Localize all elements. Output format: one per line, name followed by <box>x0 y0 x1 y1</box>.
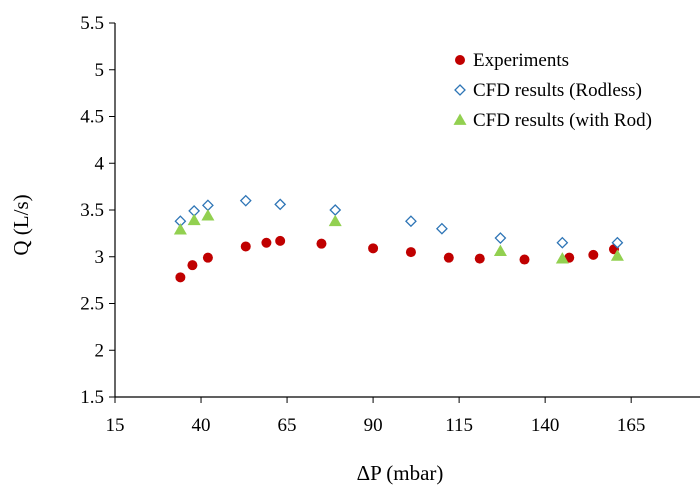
data-point <box>329 204 342 216</box>
legend-label: Experiments <box>473 50 569 71</box>
data-point <box>474 253 485 264</box>
data-point <box>368 243 379 254</box>
series-diamond <box>174 194 624 249</box>
data-point <box>555 252 569 264</box>
y-tick-label: 3.5 <box>80 200 104 221</box>
x-tick-label: 165 <box>617 415 646 436</box>
data-point <box>328 214 342 227</box>
legend-marker <box>454 84 466 96</box>
x-tick-label: 115 <box>445 415 473 436</box>
data-points <box>173 194 624 283</box>
data-point <box>556 236 569 249</box>
data-point <box>239 194 252 207</box>
x-tick-label: 65 <box>278 415 297 436</box>
y-tick-label: 1.5 <box>80 387 104 408</box>
data-point <box>187 260 198 271</box>
data-point <box>443 252 454 263</box>
data-point <box>187 213 201 226</box>
data-point <box>201 199 214 212</box>
data-point <box>611 236 624 249</box>
y-axis-ticks: 1.5 2 2.5 3 3.5 4 4.5 5 5.5 <box>80 13 115 408</box>
data-point <box>588 249 599 260</box>
data-point <box>316 238 327 249</box>
data-point <box>405 215 417 228</box>
data-point <box>519 254 530 265</box>
data-point <box>494 232 507 244</box>
legend-label: CFD results (with Rod) <box>473 110 652 131</box>
y-tick-label: 4 <box>95 153 105 174</box>
y-tick-label: 5.5 <box>80 13 104 34</box>
y-tick-label: 4.5 <box>80 107 104 128</box>
data-point <box>175 272 186 283</box>
y-axis-title: Q (L/s) <box>9 194 33 255</box>
data-point <box>202 252 213 263</box>
data-point <box>173 223 187 235</box>
data-point <box>240 241 251 252</box>
data-point <box>610 249 624 261</box>
series-circle <box>175 235 619 283</box>
data-point <box>493 244 507 257</box>
data-point <box>261 237 272 248</box>
x-axis-title: ΔP (mbar) <box>357 461 444 485</box>
data-point <box>435 222 448 235</box>
legend-label: CFD results (Rodless) <box>473 80 642 101</box>
x-tick-label: 15 <box>106 415 125 436</box>
x-tick-label: 40 <box>192 415 211 436</box>
y-tick-label: 2.5 <box>80 294 104 315</box>
series-triangle <box>173 209 624 264</box>
x-axis-ticks: 15 40 65 90 115 140 165 <box>106 397 646 436</box>
x-tick-label: 140 <box>531 415 560 436</box>
data-point <box>274 198 287 211</box>
legend-marker <box>453 113 467 125</box>
y-tick-label: 5 <box>95 60 105 81</box>
x-tick-label: 90 <box>364 415 383 436</box>
data-point <box>275 235 286 246</box>
y-tick-label: 3 <box>95 247 105 268</box>
legend-marker <box>455 55 465 65</box>
legend: Experiments CFD results (Rodless) CFD resu… <box>453 50 652 131</box>
y-tick-label: 2 <box>95 340 105 361</box>
data-point <box>405 247 416 258</box>
data-point <box>201 209 215 221</box>
